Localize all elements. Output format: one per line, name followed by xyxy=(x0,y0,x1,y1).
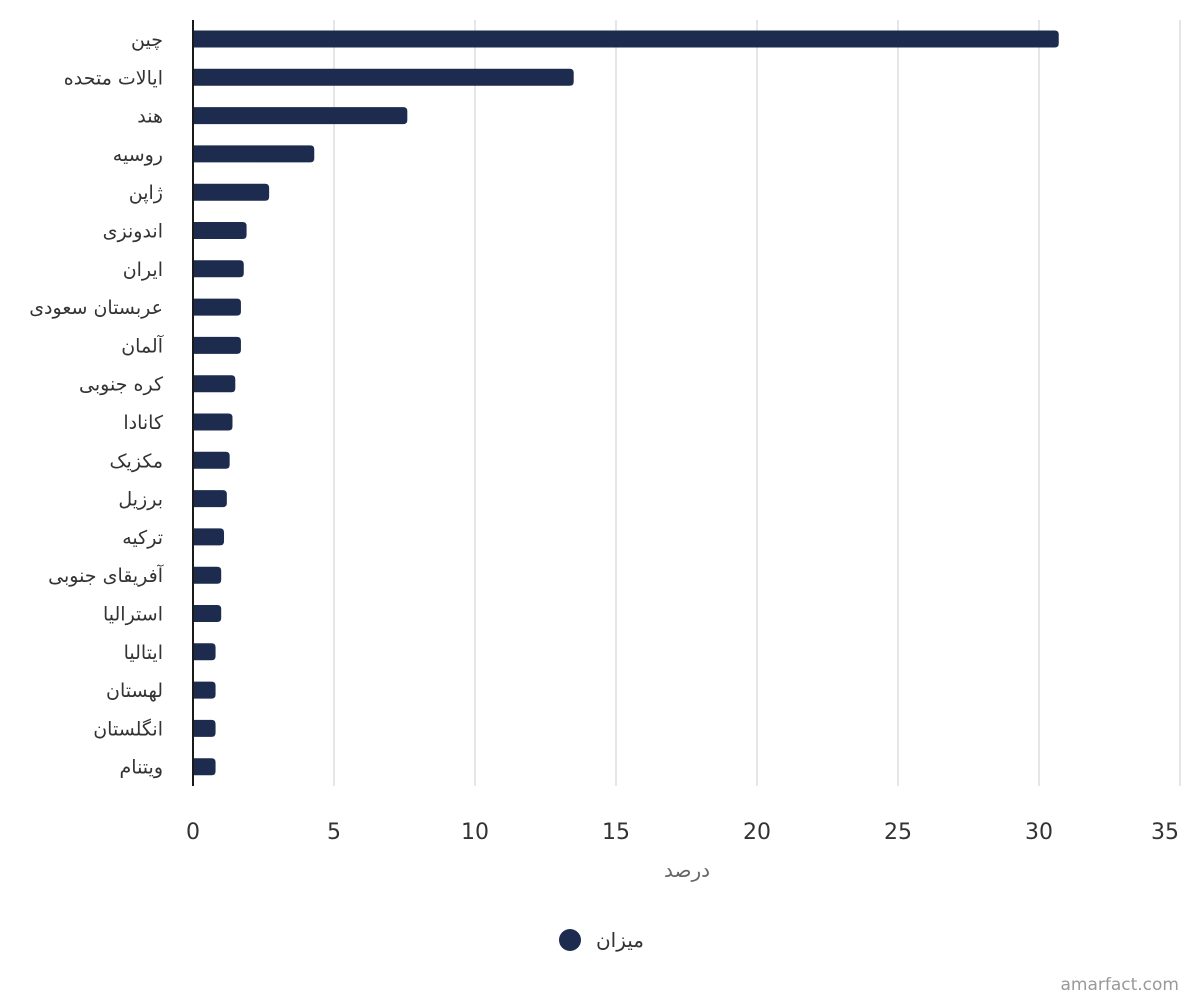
x-axis-title: درصد xyxy=(664,858,710,882)
category-label-14: آفریقای جنوبی xyxy=(48,563,164,587)
bar-18[interactable] xyxy=(193,719,216,737)
x-tick-label-10: 10 xyxy=(461,820,489,845)
x-tick-label-0: 0 xyxy=(186,820,200,845)
bar-12[interactable] xyxy=(193,490,227,508)
legend-label: میزان xyxy=(596,928,644,952)
bar-15[interactable] xyxy=(193,605,222,622)
bar-11[interactable] xyxy=(193,451,230,469)
category-label-6: ایران xyxy=(123,259,163,281)
category-label-11: مکزیک xyxy=(110,450,163,472)
watermark: amarfact.com xyxy=(1060,975,1179,995)
bar-16[interactable] xyxy=(193,643,216,661)
x-tick-label-35: 35 xyxy=(1151,820,1179,845)
category-label-7: عربستان سعودی xyxy=(29,297,163,319)
category-label-9: کره جنوبی xyxy=(79,374,164,396)
category-label-18: انگلستان xyxy=(93,717,163,740)
legend-marker xyxy=(559,929,581,951)
x-tick-labels: 0 5 10 15 20 25 30 35 xyxy=(186,820,1179,845)
bar-4[interactable] xyxy=(193,183,270,201)
gridlines xyxy=(333,20,1181,786)
bar-9[interactable] xyxy=(193,375,236,393)
category-label-8: آلمان xyxy=(121,333,164,357)
bars xyxy=(193,30,1059,776)
category-label-4: ژاپن xyxy=(129,182,163,204)
category-label-16: ایتالیا xyxy=(124,642,163,664)
category-label-19: ویتنام xyxy=(120,757,163,779)
category-label-12: برزیل xyxy=(118,489,163,511)
bar-19[interactable] xyxy=(193,758,216,776)
bar-5[interactable] xyxy=(193,222,247,239)
bar-6[interactable] xyxy=(193,260,244,278)
bar-1[interactable] xyxy=(193,68,574,86)
category-label-15: استرالیا xyxy=(103,604,163,626)
category-label-13: ترکیه xyxy=(122,527,163,549)
category-label-1: ایالات متحده xyxy=(64,67,163,89)
x-tick-label-15: 15 xyxy=(602,820,630,845)
bar-8[interactable] xyxy=(193,336,241,354)
bar-17[interactable] xyxy=(193,681,216,699)
x-tick-label-30: 30 xyxy=(1025,820,1053,845)
bar-3[interactable] xyxy=(193,145,315,163)
category-label-17: لهستان xyxy=(106,680,163,702)
bar-13[interactable] xyxy=(193,528,225,546)
category-label-10: کانادا xyxy=(123,412,164,434)
bar-0[interactable] xyxy=(193,30,1059,48)
x-tick-label-25: 25 xyxy=(884,820,912,845)
bar-2[interactable] xyxy=(193,107,408,125)
category-label-2: هند xyxy=(137,106,163,128)
category-labels: چین ایالات متحده هند روسیه ژاپن اندونزی ایران ع… xyxy=(29,29,164,779)
x-tick-label-5: 5 xyxy=(327,820,341,845)
bar-10[interactable] xyxy=(193,413,233,431)
category-label-0: چین xyxy=(131,29,163,51)
bar-14[interactable] xyxy=(193,566,222,584)
category-label-5: اندونزی xyxy=(103,221,163,243)
category-label-3: روسیه xyxy=(113,144,163,166)
x-tick-label-20: 20 xyxy=(743,820,771,845)
bar-7[interactable] xyxy=(193,298,241,316)
legend[interactable]: میزان xyxy=(559,928,644,952)
